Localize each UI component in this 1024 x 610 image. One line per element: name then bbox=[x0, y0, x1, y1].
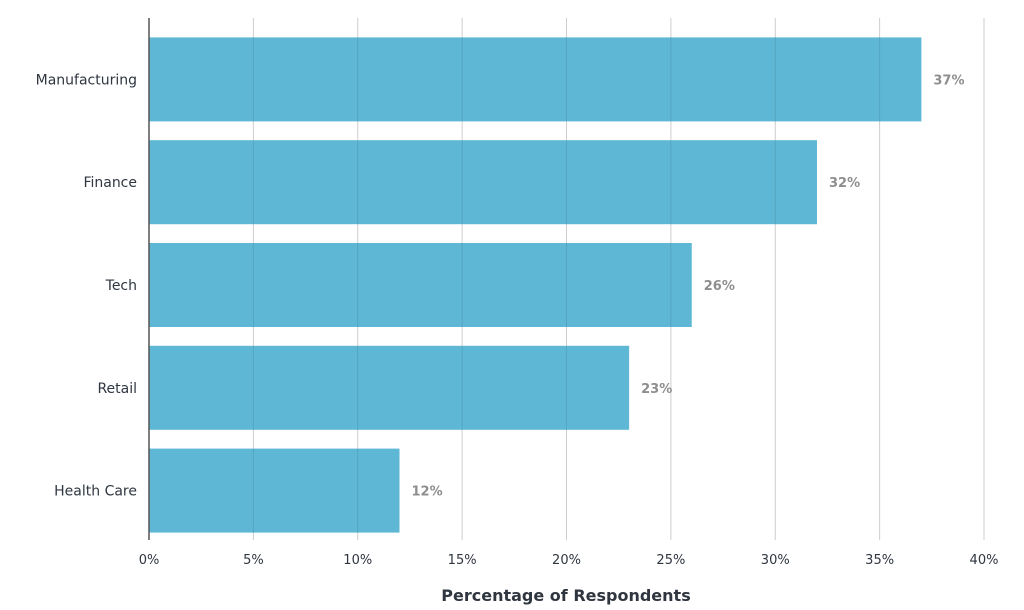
bar bbox=[149, 243, 692, 327]
category-label: Tech bbox=[105, 278, 137, 294]
x-tick-label: 40% bbox=[970, 553, 999, 568]
category-label: Retail bbox=[97, 381, 137, 397]
x-tick-label: 0% bbox=[139, 553, 160, 568]
gridlines-overlay bbox=[252, 18, 985, 540]
category-label: Finance bbox=[83, 175, 137, 191]
bar bbox=[149, 448, 400, 533]
x-tick-label: 20% bbox=[552, 553, 581, 568]
category-label: Manufacturing bbox=[36, 72, 137, 88]
x-tick-label: 15% bbox=[448, 553, 477, 568]
category-labels: Manufacturing Finance Tech Retail Health Car… bbox=[36, 72, 137, 499]
bar bbox=[149, 37, 922, 122]
value-labels: 37% 32% 26% 23% 12% bbox=[412, 73, 965, 499]
x-tick-label: 35% bbox=[865, 553, 894, 568]
value-label: 23% bbox=[641, 382, 672, 397]
x-tick-label: 25% bbox=[656, 553, 685, 568]
x-tick-labels: 0% 5% 10% 15% 20% 25% 30% 35% 40% bbox=[139, 553, 999, 568]
x-tick-label: 30% bbox=[761, 553, 790, 568]
x-axis-title: Percentage of Respondents bbox=[441, 586, 690, 605]
category-label: Health Care bbox=[54, 484, 137, 500]
value-label: 26% bbox=[704, 279, 735, 294]
bars bbox=[149, 37, 922, 533]
bar bbox=[149, 345, 630, 430]
x-tick-label: 5% bbox=[243, 553, 264, 568]
bar bbox=[149, 140, 817, 225]
value-label: 32% bbox=[829, 176, 860, 191]
x-tick-label: 10% bbox=[343, 553, 372, 568]
value-label: 37% bbox=[933, 73, 964, 88]
value-label: 12% bbox=[412, 485, 443, 500]
